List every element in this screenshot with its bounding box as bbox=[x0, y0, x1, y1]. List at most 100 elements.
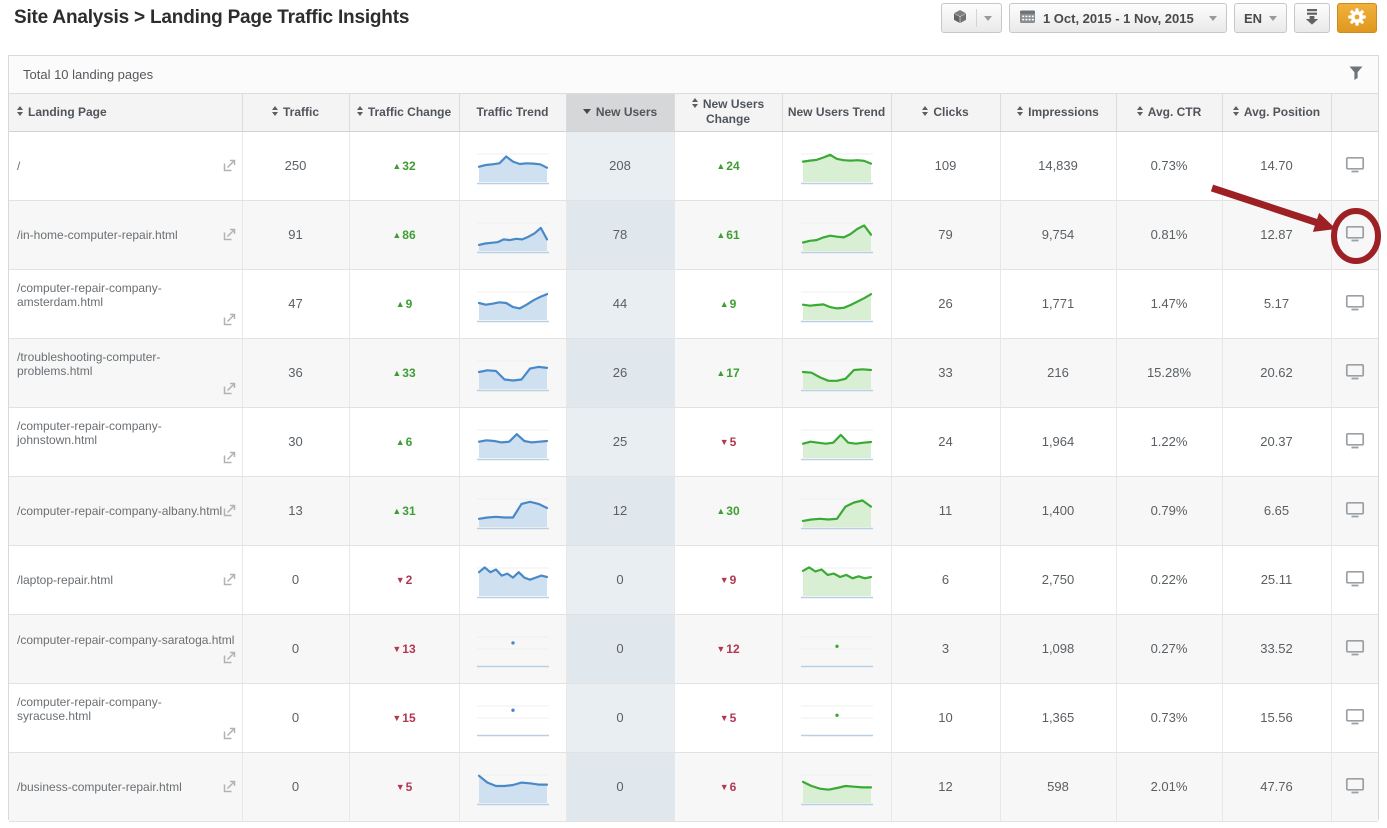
external-link-icon[interactable] bbox=[223, 159, 236, 172]
external-link-icon[interactable] bbox=[223, 504, 236, 517]
landing-page-cell: /computer-repair-company-saratoga.html bbox=[9, 614, 243, 684]
landing-page-cell: /computer-repair-company-amsterdam.html bbox=[9, 269, 243, 339]
traffic-change-cell: ▲33 bbox=[349, 338, 460, 408]
monitor-icon[interactable] bbox=[1345, 708, 1365, 725]
traffic-change-cell: ▼13 bbox=[349, 614, 460, 684]
traffic-trend-cell bbox=[459, 614, 567, 684]
external-link-icon[interactable] bbox=[223, 313, 236, 326]
col-header-actions bbox=[1331, 94, 1378, 132]
traffic-sparkline bbox=[464, 422, 562, 462]
triangle-up-icon: ▲ bbox=[395, 299, 405, 309]
triangle-down-icon: ▼ bbox=[719, 782, 729, 792]
monitor-icon[interactable] bbox=[1345, 156, 1365, 173]
external-link-icon[interactable] bbox=[223, 651, 236, 664]
external-link-icon[interactable] bbox=[223, 780, 236, 793]
landing-page-cell: /computer-repair-company-syracuse.html bbox=[9, 683, 243, 753]
col-header-impressions[interactable]: Impressions bbox=[1000, 94, 1117, 132]
avg-position-cell: 6.65 bbox=[1222, 476, 1332, 546]
panel-header: Total 10 landing pages bbox=[9, 56, 1378, 94]
col-header-new-users-change[interactable]: New Users Change bbox=[674, 94, 783, 132]
triangle-up-icon: ▲ bbox=[392, 368, 402, 378]
new-users-sparkline bbox=[787, 560, 887, 600]
new-users-cell: 208 bbox=[566, 131, 675, 201]
new-users-trend-cell bbox=[782, 545, 892, 615]
new-users-cell: 12 bbox=[566, 476, 675, 546]
new-users-sparkline bbox=[787, 353, 887, 393]
date-range-picker[interactable]: 1 Oct, 2015 - 1 Nov, 2015 bbox=[1008, 3, 1227, 33]
traffic-trend-cell bbox=[459, 752, 567, 822]
monitor-icon[interactable] bbox=[1345, 777, 1365, 794]
decrease-value: ▼5 bbox=[719, 711, 737, 725]
increase-value: ▲24 bbox=[716, 159, 740, 173]
settings-button[interactable] bbox=[1337, 3, 1377, 33]
external-link-icon[interactable] bbox=[223, 727, 236, 740]
monitor-icon[interactable] bbox=[1345, 570, 1365, 587]
new-users-change-cell: ▼6 bbox=[674, 752, 783, 822]
external-link-icon[interactable] bbox=[223, 228, 236, 241]
avg-ctr-cell: 0.22% bbox=[1116, 545, 1223, 615]
new-users-cell: 26 bbox=[566, 338, 675, 408]
landing-page-url: /computer-repair-company-saratoga.html bbox=[17, 633, 235, 647]
external-link-icon[interactable] bbox=[223, 451, 236, 464]
new-users-cell: 0 bbox=[566, 545, 675, 615]
monitor-cell bbox=[1331, 614, 1378, 684]
impressions-cell: 598 bbox=[1000, 752, 1117, 822]
new-users-change-cell: ▼5 bbox=[674, 683, 783, 753]
monitor-icon[interactable] bbox=[1345, 294, 1365, 311]
new-users-cell: 0 bbox=[566, 614, 675, 684]
impressions-cell: 1,964 bbox=[1000, 407, 1117, 477]
monitor-icon[interactable] bbox=[1345, 501, 1365, 518]
col-header-avg-position[interactable]: Avg. Position bbox=[1222, 94, 1332, 132]
language-selector[interactable]: EN bbox=[1233, 3, 1287, 33]
filter-button[interactable] bbox=[1348, 65, 1364, 84]
new-users-cell: 78 bbox=[566, 200, 675, 270]
increase-value: ▲32 bbox=[392, 159, 416, 173]
monitor-icon[interactable] bbox=[1345, 225, 1365, 242]
col-header-new-users[interactable]: New Users bbox=[566, 94, 675, 132]
col-header-avg-ctr[interactable]: Avg. CTR bbox=[1116, 94, 1223, 132]
traffic-cell: 0 bbox=[242, 752, 350, 822]
traffic-cell: 250 bbox=[242, 131, 350, 201]
triangle-up-icon: ▲ bbox=[392, 506, 402, 516]
landing-page-url: /computer-repair-company-johnstown.html bbox=[17, 419, 162, 447]
new-users-trend-cell bbox=[782, 407, 892, 477]
table-row: /in-home-computer-repair.html 91 ▲86 78 ▲61 7… bbox=[9, 200, 1378, 270]
triangle-up-icon: ▲ bbox=[392, 161, 402, 171]
external-link-icon[interactable] bbox=[223, 382, 236, 395]
increase-value: ▲30 bbox=[716, 504, 740, 518]
new-users-sparkline bbox=[787, 422, 887, 462]
table-body: /250 ▲32 208 ▲24 109 14,839 0.73% 14.70/in-home… bbox=[9, 131, 1378, 822]
traffic-sparkline bbox=[464, 215, 562, 255]
table-row: /computer-repair-company-saratoga.html 0 ▼… bbox=[9, 614, 1378, 684]
col-header-clicks[interactable]: Clicks bbox=[891, 94, 1001, 132]
new-users-sparkline bbox=[787, 215, 887, 255]
monitor-icon[interactable] bbox=[1345, 363, 1365, 380]
new-users-sparkline bbox=[787, 491, 887, 531]
triangle-up-icon: ▲ bbox=[716, 368, 726, 378]
monitor-cell bbox=[1331, 545, 1378, 615]
traffic-sparkline bbox=[464, 146, 562, 186]
language-label: EN bbox=[1243, 10, 1262, 26]
monitor-cell bbox=[1331, 752, 1378, 822]
monitor-icon[interactable] bbox=[1345, 432, 1365, 449]
table-row: /computer-repair-company-albany.html 13 ▲3… bbox=[9, 476, 1378, 546]
sort-icon bbox=[691, 98, 699, 109]
table-row: /computer-repair-company-syracuse.html 0 ▼… bbox=[9, 683, 1378, 753]
traffic-change-cell: ▼15 bbox=[349, 683, 460, 753]
monitor-icon[interactable] bbox=[1345, 639, 1365, 656]
col-header-traffic-change[interactable]: Traffic Change bbox=[349, 94, 460, 132]
external-link-icon[interactable] bbox=[223, 573, 236, 586]
new-users-change-cell: ▲9 bbox=[674, 269, 783, 339]
impressions-cell: 14,839 bbox=[1000, 131, 1117, 201]
clicks-cell: 12 bbox=[891, 752, 1001, 822]
triangle-down-icon: ▼ bbox=[719, 713, 729, 723]
col-header-landing-page[interactable]: Landing Page bbox=[9, 94, 243, 132]
avg-position-cell: 14.70 bbox=[1222, 131, 1332, 201]
project-selector-button[interactable] bbox=[940, 3, 1002, 33]
col-header-traffic[interactable]: Traffic bbox=[242, 94, 350, 132]
export-button[interactable] bbox=[1294, 3, 1330, 33]
clicks-cell: 109 bbox=[891, 131, 1001, 201]
avg-position-cell: 25.11 bbox=[1222, 545, 1332, 615]
avg-position-cell: 47.76 bbox=[1222, 752, 1332, 822]
page-title: Site Analysis > Landing Page Traffic Ins… bbox=[14, 7, 410, 28]
